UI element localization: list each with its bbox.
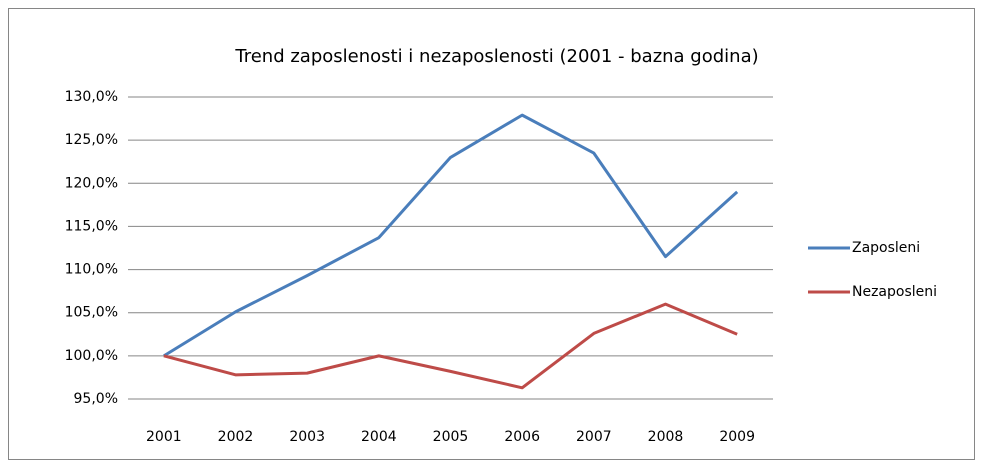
x-tick-label: 2007 [576,429,612,445]
legend-label: Zaposleni [852,240,920,256]
y-tick-label: 110,0% [65,262,118,278]
chart-frame [8,8,975,460]
chart-title: Trend zaposlenosti i nezaposlenosti (200… [234,46,758,67]
y-tick-label: 120,0% [65,175,118,191]
y-tick-label: 95,0% [74,391,118,407]
data-line [163,113,739,358]
y-tick-label: 125,0% [65,132,118,148]
x-tick-label: 2006 [504,429,540,445]
x-tick-label: 2002 [218,429,254,445]
x-tick-label: 2001 [146,429,182,445]
y-tick-label: 105,0% [65,305,118,321]
x-tick-label: 2005 [433,429,469,445]
y-tick-label: 115,0% [65,218,118,234]
legend-label: Nezaposleni [852,284,937,300]
x-tick-label: 2009 [719,429,755,445]
x-tick-label: 2008 [648,429,684,445]
y-tick-label: 130,0% [65,89,118,105]
x-tick-label: 2004 [361,429,397,445]
data-line [163,302,738,390]
x-tick-label: 2003 [289,429,325,445]
y-tick-label: 100,0% [65,348,118,364]
